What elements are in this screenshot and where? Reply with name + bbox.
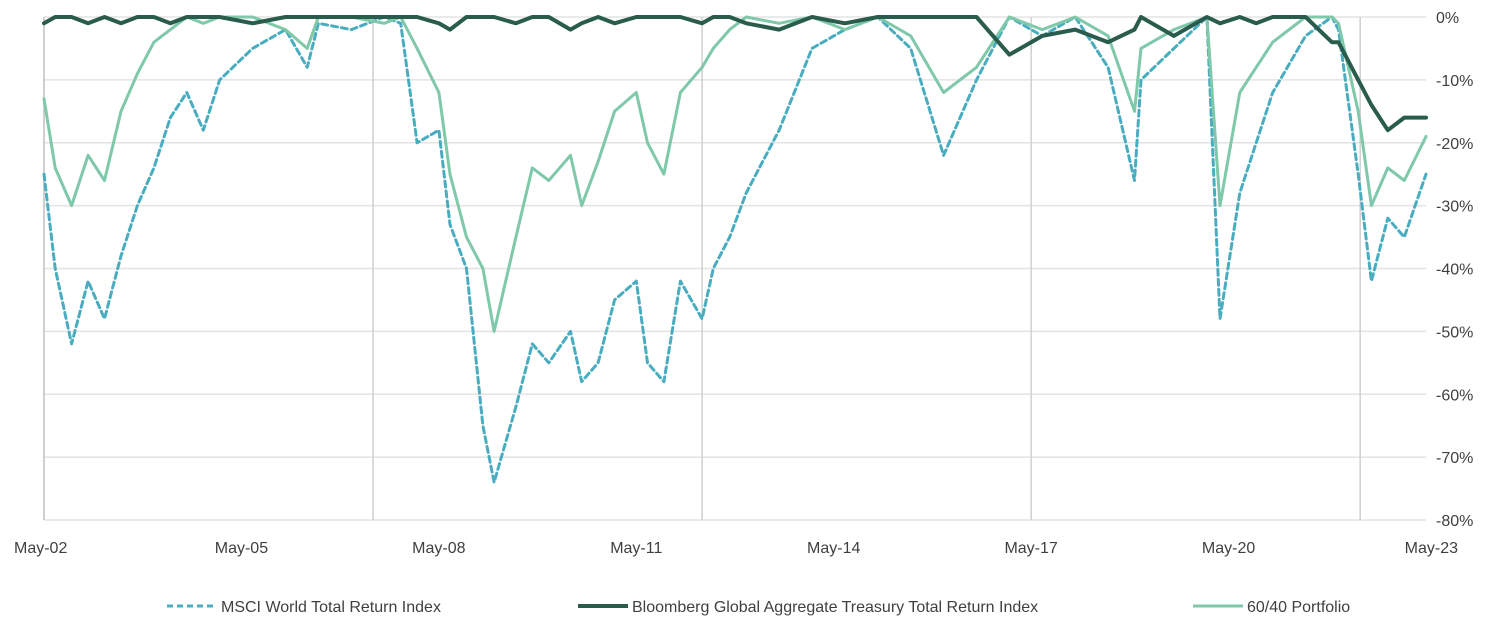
x-tick-label: May-14 (807, 540, 860, 557)
y-tick-label: -40% (1436, 262, 1473, 279)
series-group (42, 15, 1428, 484)
legend-label-1: MSCI World Total Return Index (221, 599, 441, 616)
y-axis-tick-labels: 0% -10% -20% -30% -40% -50% -60% -70% -80% (1436, 10, 1473, 530)
x-tick-label: May-17 (1004, 540, 1057, 557)
y-tick-label: -20% (1436, 136, 1473, 153)
legend: MSCI World Total Return Index Bloomberg G… (167, 599, 1350, 616)
series-line-2 (42, 15, 1428, 133)
x-tick-label: May-08 (412, 540, 465, 557)
x-axis-tick-labels: May-02 May-05 May-08 May-11 May-14 May-17 May-… (14, 540, 1458, 557)
y-tick-label: -70% (1436, 450, 1473, 467)
y-tick-label: 0% (1436, 10, 1459, 27)
x-tick-label: May-23 (1405, 540, 1458, 557)
series-line-1 (42, 15, 1428, 484)
vertical-reference-lines (372, 17, 1361, 520)
y-tick-label: -30% (1436, 199, 1473, 216)
y-tick-label: -50% (1436, 324, 1473, 341)
legend-label-2: Bloomberg Global Aggregate Treasury Tota… (632, 599, 1038, 616)
y-tick-label: -60% (1436, 387, 1473, 404)
y-tick-label: -10% (1436, 73, 1473, 90)
legend-label-3: 60/40 Portfolio (1247, 599, 1350, 616)
x-tick-label: May-20 (1202, 540, 1255, 557)
x-tick-label: May-05 (215, 540, 268, 557)
x-tick-label: May-11 (610, 540, 662, 557)
gridlines (44, 16, 1426, 521)
y-tick-label: -80% (1436, 513, 1473, 530)
x-tick-label: May-02 (14, 540, 67, 557)
